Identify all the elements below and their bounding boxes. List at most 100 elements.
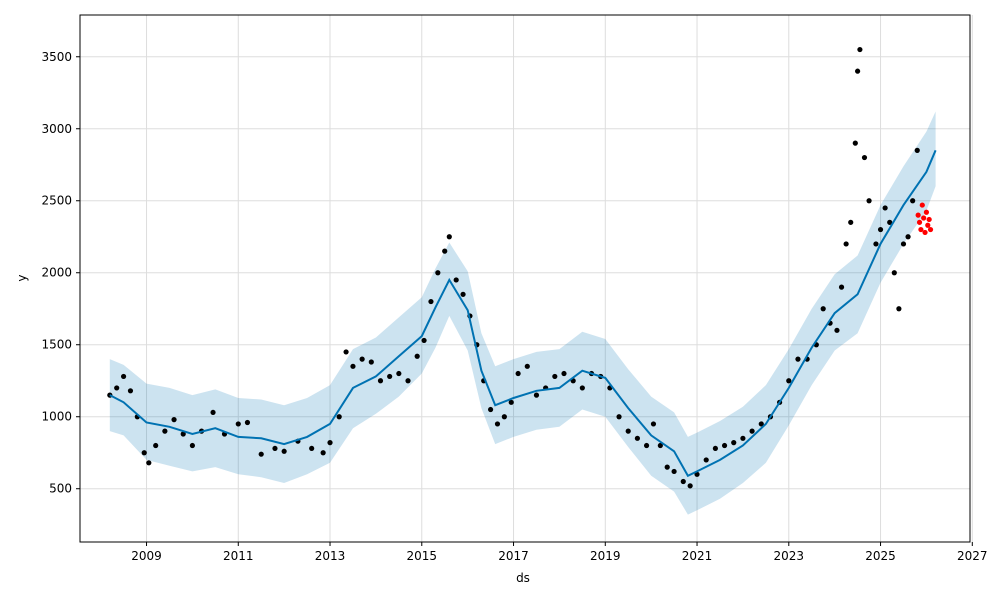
x-tick-label: 2011 (223, 549, 254, 563)
observed-point (524, 363, 530, 369)
observed-point (855, 68, 861, 74)
forecast-line (109, 149, 937, 478)
observed-point (359, 356, 365, 362)
x-tick-label: 2019 (590, 549, 621, 563)
y-tick-label: 3500 (41, 50, 72, 64)
recent-point (916, 219, 923, 225)
observed-point (834, 327, 840, 333)
recent-point (918, 226, 924, 233)
observed-point (153, 442, 159, 449)
observed-point (396, 370, 402, 377)
y-axis-label: y (15, 274, 29, 281)
observed-point (758, 421, 764, 427)
observed-point (896, 306, 902, 312)
observed-point (838, 284, 845, 290)
observed-point (127, 388, 134, 394)
observed-point (914, 147, 920, 153)
observed-point (508, 399, 514, 405)
observed-point (421, 337, 427, 344)
observed-point (900, 241, 907, 247)
observed-point (857, 46, 863, 53)
observed-point (721, 442, 728, 449)
observed-point (820, 306, 826, 312)
observed-point (848, 219, 854, 225)
observed-point (350, 363, 356, 369)
recent-point (926, 216, 932, 223)
observed-point (552, 373, 558, 380)
observed-point (786, 378, 792, 384)
observed-point (141, 450, 147, 456)
plot-frame (79, 14, 971, 543)
recent-point (921, 215, 927, 221)
observed-point (680, 478, 686, 485)
observed-point (616, 414, 622, 420)
x-tick-label: 2027 (957, 549, 988, 563)
y-axis: 500 1000 1500 2000 2500 3000 3500 (41, 50, 80, 496)
observed-point (795, 356, 801, 362)
observed-point (664, 464, 670, 470)
observed-point (235, 421, 241, 427)
observed-point (460, 291, 466, 297)
x-tick-label: 2015 (407, 549, 438, 563)
observed-point (405, 378, 411, 384)
observed-point (453, 277, 459, 283)
x-tick-label: 2023 (774, 549, 805, 563)
observed-point (377, 378, 384, 384)
observed-point (494, 421, 501, 427)
observed-point (244, 419, 251, 426)
x-tick-label: 2013 (315, 549, 346, 563)
observed-point (189, 442, 195, 449)
recent-point (915, 212, 921, 218)
observed-point (180, 431, 186, 437)
observed-point (309, 445, 315, 452)
observed-point (327, 440, 333, 446)
observed-point (740, 435, 746, 441)
observed-point (625, 428, 631, 434)
y-tick-label: 2500 (41, 194, 72, 208)
observed-point (905, 234, 911, 240)
uncertainty-band (109, 111, 936, 515)
observed-point (442, 248, 448, 254)
observed-point (428, 298, 434, 305)
observed-point (866, 198, 872, 204)
recent-point (923, 209, 930, 215)
y-tick-label: 1500 (41, 338, 72, 352)
observed-point (749, 428, 755, 434)
plot-area (107, 46, 937, 515)
observed-point (487, 406, 494, 413)
observed-point (120, 373, 127, 380)
observed-point (650, 421, 657, 427)
observed-point (703, 457, 709, 463)
observed-point (272, 445, 278, 452)
y-tick-label: 500 (49, 482, 72, 496)
observed-point (891, 270, 897, 276)
observed-point (877, 226, 884, 233)
grid-lines (80, 15, 973, 542)
observed-point (873, 241, 879, 247)
observed-point (114, 385, 120, 391)
x-tick-label: 2017 (498, 549, 529, 563)
observed-point (731, 440, 737, 446)
observed-point (634, 435, 640, 441)
observed-point (657, 442, 663, 449)
observed-point (162, 428, 168, 434)
observed-point (435, 270, 441, 276)
y-tick-label: 2000 (41, 266, 72, 280)
observed-point (852, 140, 858, 146)
observed-point (336, 414, 342, 420)
observed-point (446, 234, 452, 240)
observed-point (579, 385, 585, 391)
x-axis: 2009 2011 2013 2015 2017 2019 2021 2023 2025 2027 (131, 542, 988, 563)
observed-point (501, 414, 507, 420)
observed-point (887, 219, 893, 225)
observed-point (843, 241, 849, 247)
observed-point (712, 445, 718, 452)
observed-point (368, 359, 374, 365)
observed-point (281, 448, 287, 454)
observed-point (643, 442, 650, 449)
recent-point (922, 229, 928, 236)
observed-point (320, 450, 326, 456)
recent-point (925, 222, 931, 228)
